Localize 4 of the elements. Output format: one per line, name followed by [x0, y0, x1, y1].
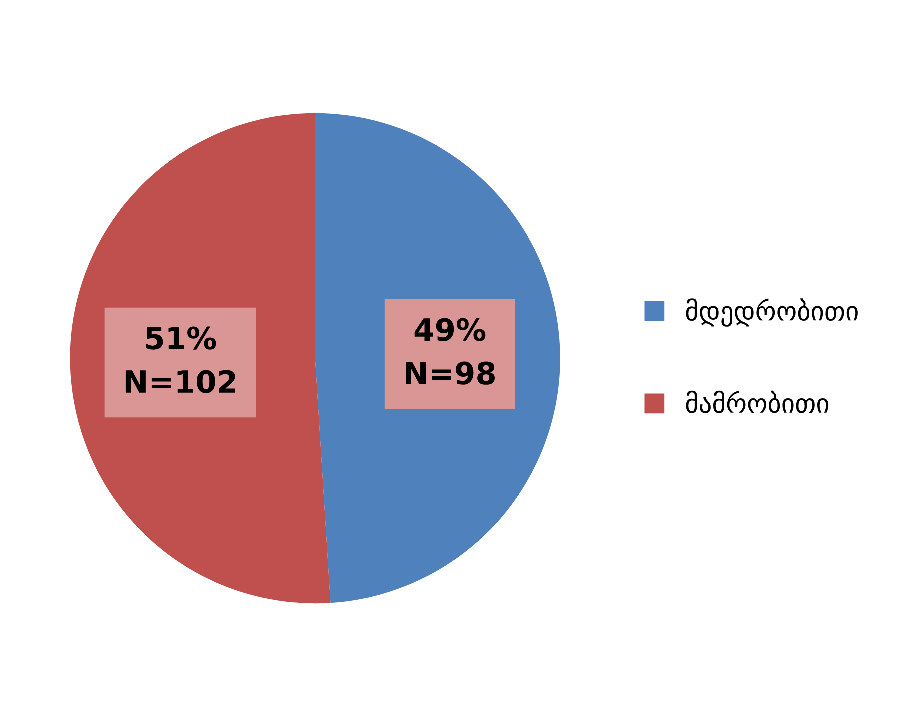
legend-label: მდედრობითი	[686, 298, 858, 327]
data-label: 51% N=102	[126, 326, 236, 394]
legend-label: მამრობითი	[686, 390, 829, 414]
data-label: 49% N=98	[406, 318, 496, 385]
